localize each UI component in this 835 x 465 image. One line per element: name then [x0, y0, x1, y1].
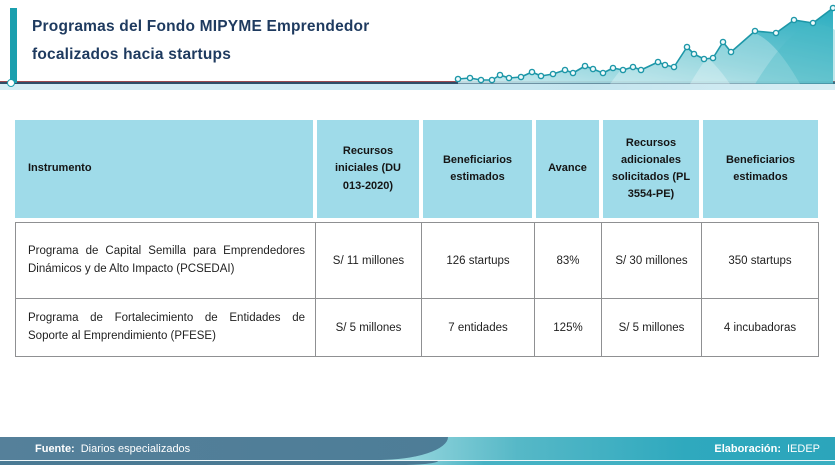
cell-beneficiarios-estimados-2: 4 incubadoras — [701, 298, 819, 357]
page-title: Programas del Fondo MIPYME Emprendedor f… — [32, 13, 369, 69]
programs-table: Instrumento Recursos iniciales (DU 013-2… — [15, 120, 819, 357]
decorative-growth-chart — [454, 4, 835, 84]
cell-avance: 125% — [534, 298, 602, 357]
footer-source: Fuente: Diarios especializados — [35, 437, 190, 460]
title-accent-bar — [10, 8, 17, 83]
table-row: Programa de Fortalecimiento de Entidades… — [15, 298, 819, 357]
cell-beneficiarios-estimados-1: 7 entidades — [421, 298, 535, 357]
cell-recursos-adicionales: S/ 30 millones — [601, 222, 702, 299]
cell-recursos-adicionales: S/ 5 millones — [601, 298, 702, 357]
footer-bar: Fuente: Diarios especializados Elaboraci… — [0, 437, 835, 460]
table-header-row: Instrumento Recursos iniciales (DU 013-2… — [15, 120, 818, 218]
column-header-recursos-iniciales: Recursos iniciales (DU 013-2020) — [317, 120, 419, 218]
cell-beneficiarios-estimados-2: 350 startups — [701, 222, 819, 299]
chart-area-fill — [458, 8, 833, 84]
cell-recursos-iniciales: S/ 11 millones — [315, 222, 422, 299]
source-value: Diarios especializados — [80, 442, 191, 455]
cell-beneficiarios-estimados-1: 126 startups — [421, 222, 535, 299]
chart-point-markers — [454, 4, 835, 84]
divider-endpoint-dot — [7, 79, 15, 87]
footer-bottom-strip — [0, 461, 835, 465]
column-header-instrumento: Instrumento — [15, 120, 313, 218]
column-header-avance: Avance — [536, 120, 599, 218]
top-banner: Programas del Fondo MIPYME Emprendedor f… — [0, 0, 835, 92]
table-row: Programa de Capital Semilla para Emprend… — [15, 222, 819, 299]
footer: Fuente: Diarios especializados Elaboraci… — [0, 437, 835, 465]
column-header-beneficiarios-estimados-2: Beneficiarios estimados — [703, 120, 818, 218]
page-title-line2: focalizados hacia startups — [32, 46, 232, 63]
cell-avance: 83% — [534, 222, 602, 299]
header-divider-line — [0, 81, 835, 84]
elaboration-label: Elaboración: — [714, 442, 781, 455]
cell-recursos-iniciales: S/ 5 millones — [315, 298, 422, 357]
table-body: Programa de Capital Semilla para Emprend… — [15, 222, 819, 357]
cell-instrumento: Programa de Capital Semilla para Emprend… — [15, 222, 316, 299]
column-header-beneficiarios-estimados-1: Beneficiarios estimados — [423, 120, 532, 218]
chart-dune-shape — [755, 24, 835, 84]
footer-left-wave-shape — [0, 437, 448, 460]
header-light-strip — [0, 84, 835, 90]
footer-bottom-strip-left-shape — [0, 461, 438, 465]
page-title-line1: Programas del Fondo MIPYME Emprendedor — [32, 18, 370, 35]
elaboration-value: IEDEP — [786, 442, 820, 455]
footer-separator-line — [0, 460, 835, 461]
cell-instrumento: Programa de Fortalecimiento de Entidades… — [15, 298, 316, 357]
footer-elaboration: Elaboración: IEDEP — [714, 437, 820, 460]
source-label: Fuente: — [35, 442, 75, 455]
chart-dune-shape — [690, 31, 800, 84]
column-header-recursos-adicionales: Recursos adicionales solicitados (PL 355… — [603, 120, 699, 218]
